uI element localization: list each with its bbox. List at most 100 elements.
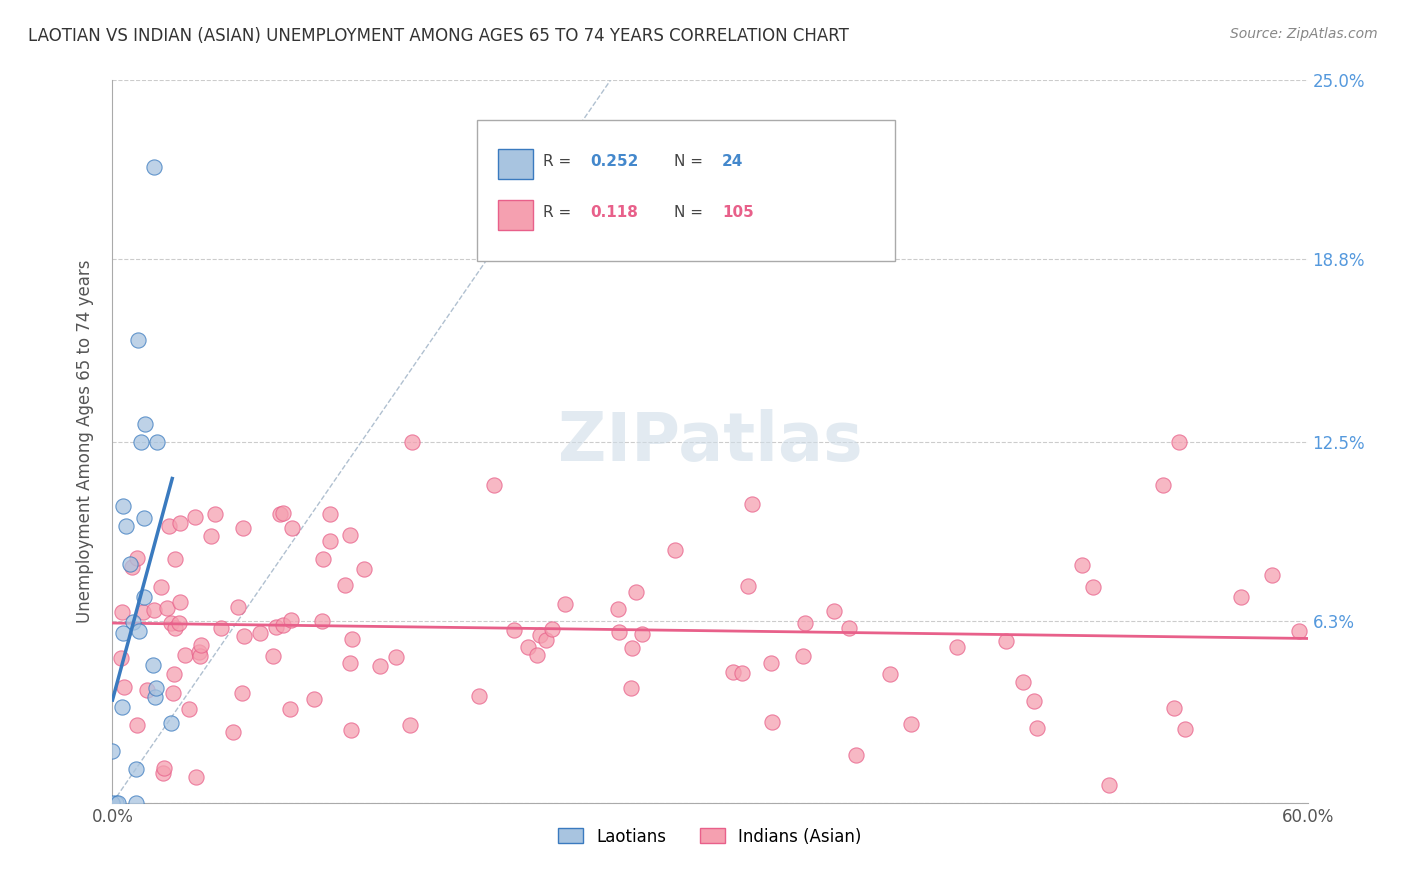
Point [145,434,167,449]
Point [1012,675,1035,690]
Legend: Laotians, Indians (Asian): Laotians, Indians (Asian) [551,821,869,852]
Point [1260,568,1282,582]
Point [152,765,174,780]
Point [721,665,744,680]
Point [946,640,969,654]
Point [125,550,148,565]
Point [482,478,505,492]
Point [468,689,491,703]
Point [200,529,222,543]
Point [730,665,752,680]
Point [879,667,901,681]
FancyBboxPatch shape [477,120,896,260]
Point [149,580,172,594]
Point [1152,478,1174,492]
Point [271,506,294,520]
Point [115,518,138,533]
Point [145,690,167,705]
Point [114,680,136,694]
Text: R =: R = [543,205,571,220]
Point [838,621,860,635]
Point [145,681,167,696]
Point [1026,721,1049,735]
Point [823,604,845,618]
Point [132,605,155,619]
Point [385,650,408,665]
Point [1022,694,1045,708]
Point [143,603,166,617]
Point [319,507,342,521]
Point [160,616,183,631]
Point [232,629,254,643]
Point [111,626,134,640]
Point [101,796,124,810]
Point [249,626,271,640]
Point [186,770,208,784]
Point [630,627,652,641]
Point [1174,722,1197,736]
Point [184,510,207,524]
Point [401,434,423,449]
Point [142,657,165,672]
Point [1071,558,1094,573]
Text: ZIPatlas: ZIPatlas [558,409,862,475]
Point [333,578,356,592]
Text: R =: R = [543,154,571,169]
Point [607,624,630,639]
Point [1288,624,1310,638]
Point [226,599,249,614]
Point [222,725,245,739]
Point [167,615,190,630]
Text: LAOTIAN VS INDIAN (ASIAN) UNEMPLOYMENT AMONG AGES 65 TO 74 YEARS CORRELATION CHA: LAOTIAN VS INDIAN (ASIAN) UNEMPLOYMENT A… [28,27,849,45]
Point [269,507,291,521]
Point [121,560,143,574]
Y-axis label: Unemployment Among Ages 65 to 74 years: Unemployment Among Ages 65 to 74 years [76,260,94,624]
Point [127,718,149,732]
Text: N =: N = [675,154,703,169]
Point [169,516,191,531]
Point [900,717,922,731]
Point [125,762,148,776]
Text: Source: ZipAtlas.com: Source: ZipAtlas.com [1230,27,1378,41]
Point [1229,591,1251,605]
Point [737,579,759,593]
Point [526,648,548,662]
Point [177,702,200,716]
Point [271,618,294,632]
Point [280,613,302,627]
Text: 105: 105 [723,205,754,220]
Point [105,796,128,810]
Point [794,616,817,631]
Point [339,657,361,671]
Point [534,633,557,648]
Point [607,602,630,616]
Point [339,723,361,737]
Point [845,747,868,762]
Point [1098,778,1121,792]
Point [160,715,183,730]
Point [399,717,422,731]
Point [159,518,181,533]
Point [156,600,179,615]
Point [502,623,524,637]
Point [122,615,145,629]
Point [311,614,333,628]
Point [342,632,364,646]
Point [134,417,156,432]
Point [110,650,132,665]
Point [125,796,148,810]
Point [516,640,538,654]
Point [759,656,782,670]
Point [232,521,254,535]
Point [134,511,156,525]
Point [761,714,783,729]
Point [169,595,191,609]
Point [278,701,301,715]
Text: 24: 24 [723,154,744,169]
Point [312,552,335,566]
FancyBboxPatch shape [499,200,533,230]
Point [1163,701,1185,715]
Point [143,160,166,174]
Point [231,686,253,700]
Point [319,534,342,549]
